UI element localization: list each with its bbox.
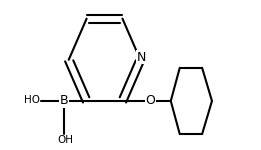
Text: N: N bbox=[137, 51, 146, 64]
Text: OH: OH bbox=[57, 135, 73, 145]
Text: O: O bbox=[145, 94, 155, 106]
Text: HO: HO bbox=[24, 95, 40, 105]
Text: B: B bbox=[60, 94, 69, 107]
